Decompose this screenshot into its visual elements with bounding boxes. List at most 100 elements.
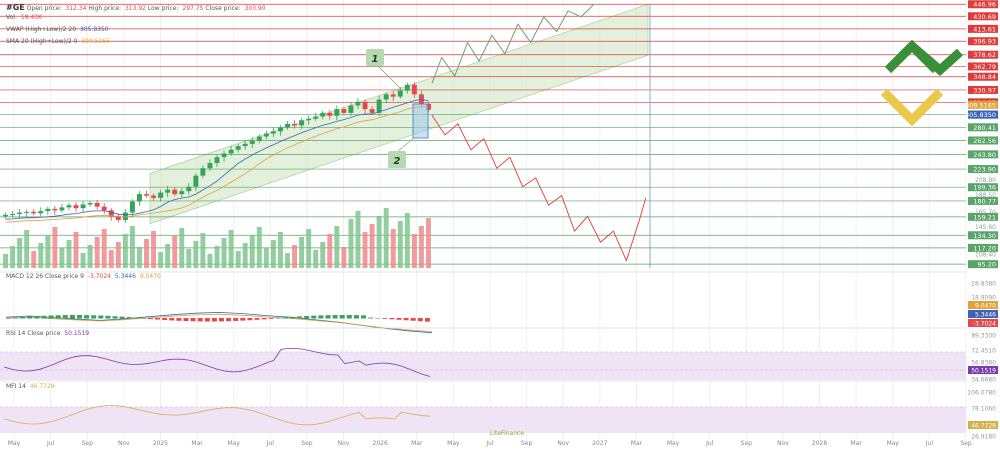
logo-chevron-yellow <box>880 88 944 127</box>
level-tag <box>968 136 998 145</box>
mfi-tick-label: 46.7728 <box>971 423 996 430</box>
open-value: 312.34 <box>65 5 87 12</box>
close-value: 303.90 <box>244 5 266 12</box>
x-tick-label: Sep <box>82 440 94 447</box>
rsi-info-line: RSI 14 Close price 50.1519 <box>6 330 89 337</box>
volume-bar <box>66 240 72 268</box>
macd-hist-bar <box>133 317 139 319</box>
rsi-tick-label: 50.1519 <box>971 368 996 375</box>
x-tick-label: May <box>227 440 240 447</box>
candle-body <box>45 208 51 212</box>
litefinance-logo-icon <box>880 39 964 127</box>
x-tick-label: 2026 <box>373 440 388 447</box>
candle-body <box>186 186 192 192</box>
moving-averages <box>5 98 429 223</box>
x-tick-label: Mar <box>411 440 423 447</box>
mfi-band <box>0 407 966 433</box>
candle-body <box>158 192 164 198</box>
macd-hist-bar <box>247 318 253 321</box>
price-tag <box>968 110 998 119</box>
macd-tag <box>968 319 998 327</box>
y-tick-label: 165.70 <box>975 209 996 216</box>
volume-bar <box>390 229 396 268</box>
annotation-pointer-2 <box>397 137 415 152</box>
mfi-value: 46.7728 <box>29 383 55 390</box>
level-tag <box>968 165 998 174</box>
macd-tick-label: 18.9090 <box>971 295 996 302</box>
annotation-label-2: 2 <box>394 156 401 167</box>
vol-label: Vol: <box>6 14 17 21</box>
level-tag-label: 243.80 <box>973 151 996 159</box>
macd-hist-bar <box>219 318 224 322</box>
x-tick-label: Mar <box>191 440 203 447</box>
level-tag-label: 446.96 <box>973 1 996 9</box>
candle-body <box>214 157 220 164</box>
volume-bar <box>383 208 389 268</box>
volume-bar <box>172 236 178 268</box>
x-tick-label: Sep <box>741 440 753 447</box>
vwap-label: VWAP (High+Low)/2 20 <box>6 26 77 33</box>
vwap-line <box>5 98 429 220</box>
level-tag-label: 430.69 <box>973 13 996 21</box>
candle-body <box>411 84 417 95</box>
volume-bar <box>397 221 403 268</box>
annotations: 12 <box>366 49 429 168</box>
sma-value: 309.5165 <box>81 38 110 45</box>
candle-body <box>383 94 389 100</box>
candle-body <box>172 189 178 195</box>
candle-body <box>285 123 290 128</box>
macd-hist-bar <box>211 318 217 322</box>
candle-body <box>277 127 283 132</box>
level-tag-label: 117.20 <box>973 244 996 252</box>
macd-v3: 9.0470 <box>139 273 161 280</box>
volume-bar <box>306 229 312 268</box>
macd-hist-bar <box>190 318 196 322</box>
level-tag <box>968 212 998 221</box>
vol-value: 19.43K <box>20 14 43 21</box>
level-tag <box>968 12 998 21</box>
volume-bar <box>249 235 255 268</box>
volume-bar <box>45 235 51 268</box>
volume-bar <box>136 247 142 268</box>
candle-body <box>17 212 23 215</box>
macd-hist-bar <box>41 315 47 319</box>
macd-hist-bar <box>311 315 317 319</box>
rsi-tick-label: 72.4510 <box>971 348 996 355</box>
macd-panel <box>0 271 966 334</box>
macd-tick-label: 28.8380 <box>971 281 996 288</box>
macd-hist-bar <box>424 318 430 322</box>
high-label: High price: <box>88 5 122 12</box>
volume-bar <box>362 232 368 268</box>
candle-body <box>256 136 262 141</box>
volume-bar <box>59 248 65 268</box>
volume-bar <box>87 245 93 268</box>
macd-hist-bar <box>282 317 288 319</box>
macd-hist-bar <box>339 315 345 319</box>
volume-bar <box>341 247 347 268</box>
candle-body <box>73 205 79 209</box>
macd-hist-bar <box>176 318 182 321</box>
level-tag-label: 223.90 <box>973 166 996 174</box>
vwap-info-line: VWAP (High+Low)/2 20 305.8350 <box>6 26 109 33</box>
low-label: Low price: <box>147 5 179 12</box>
rsi-tick-label: 89.3300 <box>971 333 996 340</box>
macd-hist-bar <box>410 318 416 321</box>
volume-bar <box>327 234 333 268</box>
macd-hist-bar <box>34 316 40 319</box>
macd-hist-bar <box>84 315 90 319</box>
macd-v2: 5.3446 <box>114 273 136 280</box>
macd-hist-bar <box>119 316 125 319</box>
level-tag <box>968 231 998 240</box>
x-tick-label: Jul <box>925 440 934 447</box>
candle-body <box>87 202 93 205</box>
macd-hist-bar <box>105 315 111 319</box>
volume-bar <box>10 246 16 268</box>
x-tick-label: May <box>887 440 900 447</box>
macd-hist-bar <box>77 315 82 319</box>
level-tag <box>968 183 998 192</box>
macd-tick-label: 5.3446 <box>975 312 996 319</box>
level-tag <box>968 150 998 159</box>
candle-body <box>207 163 213 169</box>
level-tag-label: 378.62 <box>973 51 996 59</box>
